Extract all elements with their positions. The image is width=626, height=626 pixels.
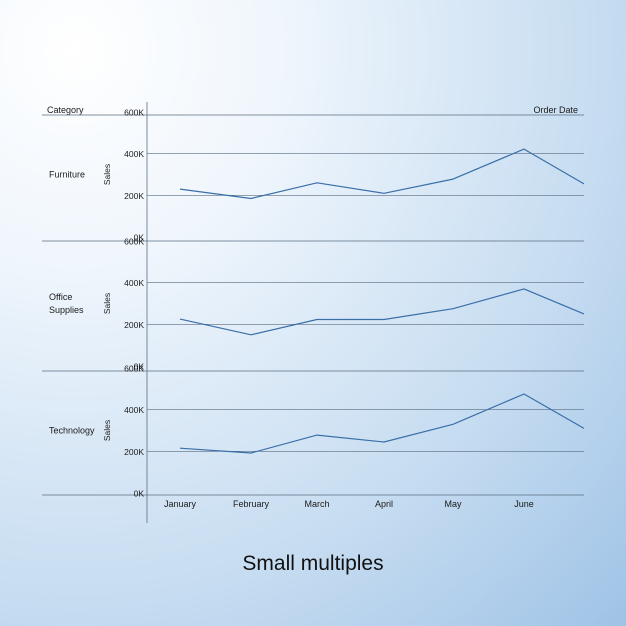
x-tick-label: January xyxy=(164,499,197,509)
x-tick-label: June xyxy=(514,499,534,509)
y-axis-label: Sales xyxy=(102,293,112,314)
series-line xyxy=(179,393,585,454)
column-header: Order Date xyxy=(533,105,578,115)
panel-0: 0K 200K 400K 600K Sales Furniture xyxy=(42,108,585,243)
y-axis-label: Sales xyxy=(102,164,112,185)
category-label: Furniture xyxy=(49,170,85,180)
y-tick-label: 0K xyxy=(134,233,145,243)
y-tick-label: 400K xyxy=(124,149,144,159)
panels: 0K 200K 400K 600K Sales Furniture 0K 200K 400K 60… xyxy=(42,108,585,499)
panel-1: 0K 200K 400K 600K Sales Office Supplies xyxy=(42,237,585,372)
y-tick-label: 200K xyxy=(124,447,144,457)
category-label: Technology xyxy=(49,426,95,436)
y-tick-label: 400K xyxy=(124,405,144,415)
y-tick-label: 600K xyxy=(124,108,144,118)
x-axis: January February March April May June xyxy=(146,102,534,523)
x-tick-label: May xyxy=(444,499,462,509)
panel-2: 0K 200K 400K 600K Sales Technology xyxy=(42,364,585,499)
category-label: Supplies xyxy=(49,305,84,315)
x-tick-label: February xyxy=(233,499,270,509)
y-tick-label: 200K xyxy=(124,320,144,330)
y-tick-label: 0K xyxy=(134,362,145,372)
y-axis-label: Sales xyxy=(102,420,112,441)
y-tick-label: 600K xyxy=(124,364,144,374)
y-tick-label: 600K xyxy=(124,237,144,247)
chart-caption: Small multiples xyxy=(242,552,384,575)
series-line xyxy=(179,288,585,336)
series-line xyxy=(179,148,585,200)
y-tick-label: 0K xyxy=(134,489,145,499)
y-tick-label: 200K xyxy=(124,191,144,201)
category-label: Office xyxy=(49,292,72,302)
x-tick-label: March xyxy=(304,499,329,509)
row-header: Category xyxy=(47,105,84,115)
x-tick-label: April xyxy=(375,499,393,509)
y-tick-label: 400K xyxy=(124,278,144,288)
